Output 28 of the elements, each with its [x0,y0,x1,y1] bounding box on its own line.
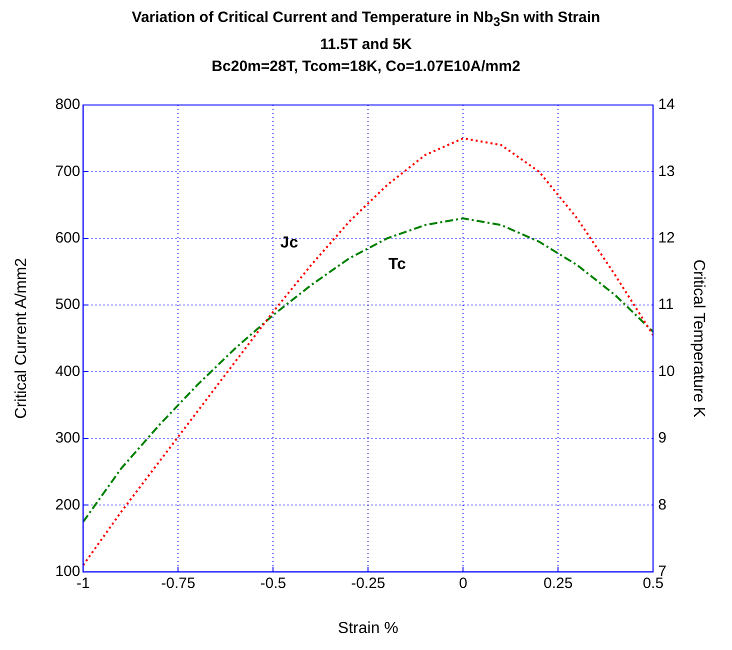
y2-tick-label: 11 [658,296,674,314]
series-label: Tc [388,256,406,273]
y2-tick-label: 10 [658,362,675,380]
y-tick-label: 500 [55,296,80,314]
y-tick-label: 600 [55,230,80,247]
y2-tick-label: 8 [658,496,666,514]
x-axis-title: Strain % [338,620,398,637]
x-tick-label: -0.75 [161,574,196,592]
series-label: Jc [280,234,298,252]
y-tick-label: 200 [55,496,80,514]
x-tick-label: -0.25 [351,574,386,592]
x-tick-label: -0.5 [260,574,286,592]
y2-tick-label: 14 [658,96,675,114]
x-tick-label: 0 [458,574,468,592]
y2-tick-label: 9 [658,430,666,447]
y-tick-label: 300 [55,430,80,447]
line-series [83,217,654,523]
y2-tick-label: 12 [658,230,675,247]
y-tick-label: 800 [55,96,80,114]
y2-tick-label: 13 [658,162,675,180]
y-tick-label: 400 [55,362,80,380]
y-tick-label: 700 [55,162,80,180]
chart-title: Variation of Critical Current and Temperature in Nb$_{3}$Sn with Strain [130,8,602,31]
y-axis-title: Critical Current A/mm2 [13,258,30,419]
x-tick-label: 0.25 [544,574,573,592]
line-series [83,137,654,566]
chart-subtitle: 11.5T and 5K Bc20m=28T, Tcom=18K, Co=1.07E10A/mm2 [210,35,522,77]
y2-axis-title: Critical Temperature K [690,259,707,418]
